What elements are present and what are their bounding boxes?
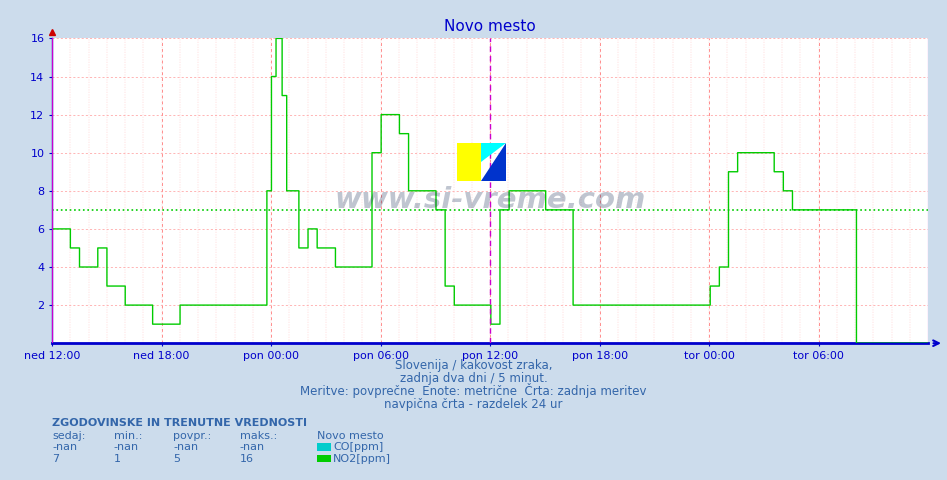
Text: 7: 7 bbox=[52, 454, 60, 464]
Text: min.:: min.: bbox=[114, 431, 142, 441]
Text: maks.:: maks.: bbox=[240, 431, 277, 441]
Polygon shape bbox=[481, 143, 506, 181]
Text: povpr.:: povpr.: bbox=[173, 431, 211, 441]
Text: NO2[ppm]: NO2[ppm] bbox=[333, 454, 391, 464]
Polygon shape bbox=[481, 143, 506, 162]
Text: www.si-vreme.com: www.si-vreme.com bbox=[334, 186, 646, 214]
Text: -nan: -nan bbox=[240, 442, 265, 452]
Text: zadnja dva dni / 5 minut.: zadnja dva dni / 5 minut. bbox=[400, 372, 547, 384]
Text: -nan: -nan bbox=[114, 442, 139, 452]
Text: Novo mesto: Novo mesto bbox=[317, 431, 384, 441]
Text: 5: 5 bbox=[173, 454, 180, 464]
Text: sedaj:: sedaj: bbox=[52, 431, 85, 441]
Title: Novo mesto: Novo mesto bbox=[444, 20, 536, 35]
Text: navpična črta - razdelek 24 ur: navpična črta - razdelek 24 ur bbox=[384, 397, 563, 410]
Text: Slovenija / kakovost zraka,: Slovenija / kakovost zraka, bbox=[395, 359, 552, 372]
Text: 1: 1 bbox=[114, 454, 120, 464]
Text: CO[ppm]: CO[ppm] bbox=[333, 442, 384, 452]
Text: -nan: -nan bbox=[173, 442, 199, 452]
Text: -nan: -nan bbox=[52, 442, 78, 452]
Bar bbox=[456, 143, 481, 181]
Text: Meritve: povprečne  Enote: metrične  Črta: zadnja meritev: Meritve: povprečne Enote: metrične Črta:… bbox=[300, 383, 647, 397]
Text: 16: 16 bbox=[240, 454, 254, 464]
Text: ZGODOVINSKE IN TRENUTNE VREDNOSTI: ZGODOVINSKE IN TRENUTNE VREDNOSTI bbox=[52, 418, 307, 428]
